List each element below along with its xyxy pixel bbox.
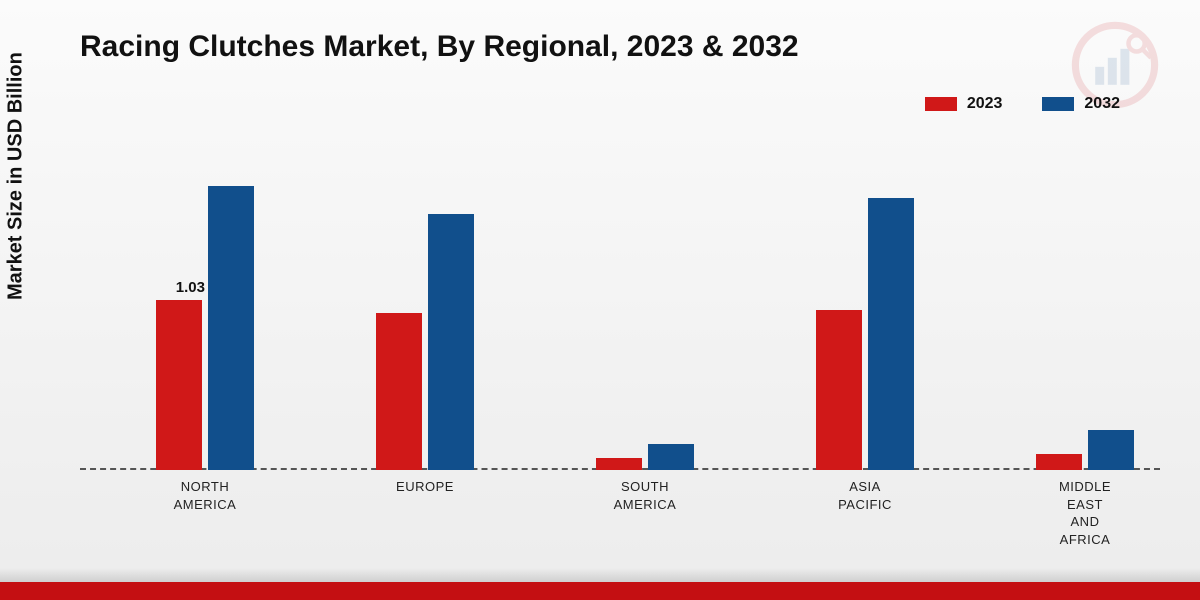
bar xyxy=(1088,430,1134,470)
legend-item-2032: 2032 xyxy=(1042,95,1120,113)
legend-swatch-2032 xyxy=(1042,97,1074,111)
bar-group xyxy=(1000,430,1170,470)
legend-item-2023: 2023 xyxy=(925,95,1003,113)
bar xyxy=(156,300,202,470)
bar-group: 1.03 xyxy=(120,186,290,470)
footer-shadow xyxy=(0,568,1200,582)
bar xyxy=(596,458,642,470)
plot-area: 1.03 xyxy=(80,140,1160,470)
bar xyxy=(208,186,254,470)
bar xyxy=(648,444,694,470)
legend-swatch-2023 xyxy=(925,97,957,111)
legend-label-2032: 2032 xyxy=(1084,95,1120,113)
x-axis-label: SOUTHAMERICA xyxy=(560,478,730,513)
bar xyxy=(868,198,914,470)
x-axis-label: EUROPE xyxy=(340,478,510,496)
x-axis-label: NORTHAMERICA xyxy=(120,478,290,513)
chart-title: Racing Clutches Market, By Regional, 202… xyxy=(80,30,799,64)
x-axis-label: MIDDLEEASTANDAFRICA xyxy=(1000,478,1170,548)
x-axis-label: ASIAPACIFIC xyxy=(780,478,950,513)
bar xyxy=(816,310,862,470)
bar xyxy=(428,214,474,470)
bar-group xyxy=(560,444,730,470)
bar xyxy=(1036,454,1082,471)
bar xyxy=(376,313,422,470)
bar-group xyxy=(340,214,510,470)
footer-bar xyxy=(0,582,1200,600)
y-axis-label: Market Size in USD Billion xyxy=(5,52,28,300)
bar-value-label: 1.03 xyxy=(176,279,205,296)
legend: 2023 2032 xyxy=(925,95,1120,113)
bar-group xyxy=(780,198,950,470)
legend-label-2023: 2023 xyxy=(967,95,1003,113)
chart-page: Racing Clutches Market, By Regional, 202… xyxy=(0,0,1200,600)
